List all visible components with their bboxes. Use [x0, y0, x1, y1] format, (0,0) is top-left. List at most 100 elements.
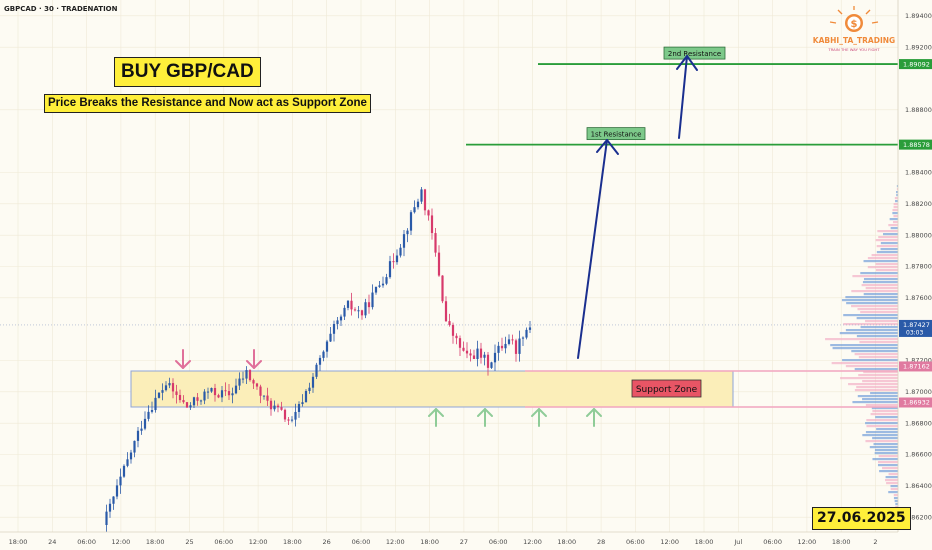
- price-tick: 1.87800: [905, 263, 932, 271]
- candle-body: [259, 386, 262, 396]
- candle-body: [150, 410, 154, 412]
- candle-body: [203, 391, 206, 401]
- candle-body: [378, 285, 381, 287]
- volume-profile-bar: [893, 497, 898, 500]
- volume-profile-bar: [890, 485, 898, 488]
- volume-profile-bar: [863, 293, 898, 296]
- candle-body: [164, 385, 168, 391]
- price-label: 1.88578: [903, 141, 930, 149]
- volume-profile-bar: [856, 386, 898, 389]
- time-tick: 12:00: [523, 538, 542, 546]
- volume-profile-bar: [852, 275, 898, 278]
- time-axis[interactable]: 18:00 24 06:00 12:00 18:00 25 06:00 12:00 18:00 2…: [0, 531, 932, 550]
- volume-profile-bar: [862, 281, 898, 284]
- down-arrow-head: [175, 360, 191, 369]
- volume-profile-bar: [867, 257, 898, 260]
- candle-body: [301, 402, 304, 405]
- volume-profile-bar: [863, 371, 898, 374]
- volume-profile-bar: [888, 224, 898, 227]
- candle-body: [346, 300, 350, 308]
- candlestick-series: [105, 186, 532, 534]
- candle-body: [210, 387, 213, 392]
- volume-profile-bar: [860, 272, 898, 275]
- price-tick: 1.88000: [905, 231, 932, 239]
- time-tick: 18:00: [283, 538, 302, 546]
- candle-body: [462, 347, 465, 351]
- trade-idea-subtitle: Price Breaks the Resistance and Now act …: [44, 94, 371, 113]
- volume-profile-bar: [841, 299, 898, 302]
- volume-profile-bar: [852, 401, 898, 404]
- candle-body: [105, 511, 108, 525]
- volume-profile-bar: [851, 290, 898, 293]
- candle-body: [406, 230, 409, 235]
- volume-profile-bar: [892, 209, 898, 212]
- candle-body: [430, 215, 434, 234]
- volume-profile-bar: [875, 416, 898, 419]
- down-arrow-head: [246, 360, 262, 369]
- price-tick: 1.89200: [905, 43, 932, 51]
- candle-body: [357, 310, 360, 312]
- price-label-box: [899, 361, 932, 372]
- candle-body: [427, 210, 430, 216]
- volume-profile-bar: [846, 302, 898, 305]
- candle-body: [199, 400, 203, 402]
- candle-body: [476, 348, 479, 360]
- candle-body: [416, 201, 420, 208]
- candle-body: [119, 476, 122, 486]
- volume-profile-bar: [856, 317, 898, 320]
- volume-profile-bar: [876, 245, 898, 248]
- candle-body: [136, 430, 140, 441]
- candle-body: [434, 233, 437, 253]
- volume-profile-bar: [885, 479, 898, 482]
- candle-body: [388, 261, 392, 278]
- candle-body: [479, 348, 483, 358]
- candle-body: [185, 402, 189, 408]
- price-axis[interactable]: 1.89400 1.89200 1.88800 1.88400 1.88200 1.880…: [897, 0, 932, 550]
- volume-profile-bar: [893, 203, 898, 206]
- price-label: 1.86932: [903, 399, 930, 407]
- volume-profile-bar: [872, 410, 898, 413]
- candle-body: [518, 338, 521, 354]
- candle-body: [133, 440, 136, 453]
- candle-body: [420, 189, 423, 202]
- time-tick: 12:00: [386, 538, 405, 546]
- candle-body: [395, 255, 399, 263]
- volume-profile-bar: [890, 488, 898, 491]
- volume-profile-bar: [882, 467, 898, 470]
- price-label-box: [899, 319, 932, 337]
- volume-profile-bar: [866, 419, 898, 422]
- candle-body: [483, 354, 486, 358]
- grid-lines: [0, 0, 898, 532]
- candle-body: [339, 316, 343, 321]
- time-tick: 18:00: [146, 538, 165, 546]
- support-zone-label-box: [631, 379, 702, 398]
- volume-profile-bar: [869, 446, 898, 449]
- volume-profile-bar: [878, 455, 898, 458]
- volume-profile-bar: [825, 338, 898, 341]
- candle-body: [224, 390, 227, 392]
- svg-text:$: $: [851, 19, 858, 30]
- volume-profile-bar: [865, 440, 898, 443]
- volume-profile-bar: [854, 368, 898, 371]
- volume-profile-bar: [870, 413, 898, 416]
- time-tick: 24: [48, 538, 56, 546]
- volume-profile: [825, 185, 898, 512]
- up-arrow-head: [477, 408, 493, 417]
- volume-profile-bar: [892, 221, 898, 224]
- candle-body: [322, 351, 325, 358]
- volume-profile-bar: [877, 464, 898, 467]
- time-tick: 06:00: [763, 538, 782, 546]
- price-tick: 1.88200: [905, 200, 932, 208]
- volume-profile-bar: [839, 332, 898, 335]
- volume-profile-bar: [862, 434, 898, 437]
- candle-body: [332, 323, 336, 334]
- candle-body: [465, 350, 469, 354]
- volume-profile-bar: [857, 308, 898, 311]
- volume-profile-bar: [876, 428, 898, 431]
- candle-body: [143, 418, 147, 429]
- candle-body: [343, 307, 346, 317]
- candle-body: [497, 345, 500, 353]
- time-tick: 18:00: [9, 538, 28, 546]
- candle-body: [276, 405, 280, 408]
